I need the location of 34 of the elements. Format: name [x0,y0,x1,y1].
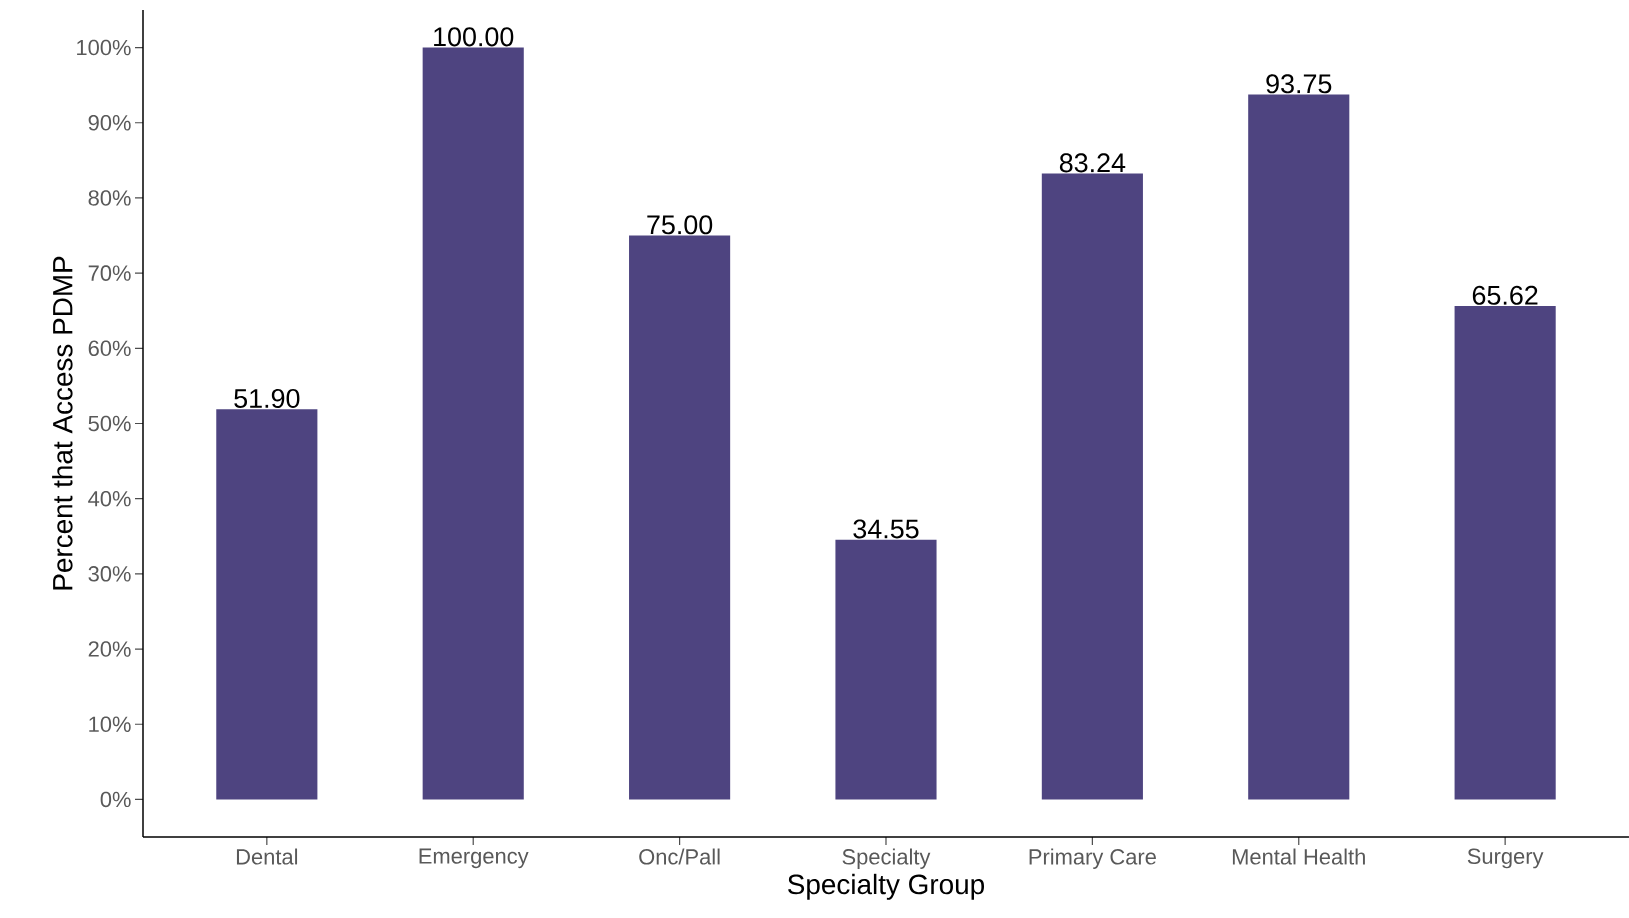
y-tick-label: 0% [100,791,131,808]
bar [422,47,524,800]
x-axis-title: Specialty Group [788,873,985,900]
bar [835,539,937,800]
x-tick-label: Mental Health [1232,848,1365,865]
bar [216,409,318,800]
y-tick-label: 20% [88,641,131,657]
data-label: 75.00 [647,215,713,235]
y-tick-label: 90% [88,114,131,131]
bar [1041,173,1143,800]
y-axis-title: Percent that Access PDMP [52,256,73,590]
y-tick-label: 30% [88,566,131,582]
x-tick-label: Onc/Pall [639,848,720,865]
y-tick-label: 70% [88,265,131,281]
x-tick-label: Surgery [1467,848,1544,869]
x-tick-label: Dental [236,848,298,865]
data-label: 34.55 [853,519,919,539]
y-tick-label: 10% [89,716,131,732]
x-tick-label: Primary Care [1029,848,1156,869]
x-tick-label: Specialty [842,848,931,869]
data-label: 83.24 [1059,153,1126,173]
y-tick-label: 40% [88,490,131,507]
data-label: 100.00 [434,27,514,47]
y-tick-label: 100% [77,39,131,56]
y-tick-label: 50% [88,415,131,432]
data-label: 51.90 [234,388,300,409]
x-tick-label: Emergency [419,848,529,869]
y-tick-label: 60% [88,340,131,357]
bar [1454,306,1556,800]
y-tick-label: 80% [88,190,131,206]
bar [1248,94,1350,800]
bar [629,235,731,800]
data-label: 65.62 [1472,285,1538,305]
data-label: 93.75 [1266,74,1332,94]
